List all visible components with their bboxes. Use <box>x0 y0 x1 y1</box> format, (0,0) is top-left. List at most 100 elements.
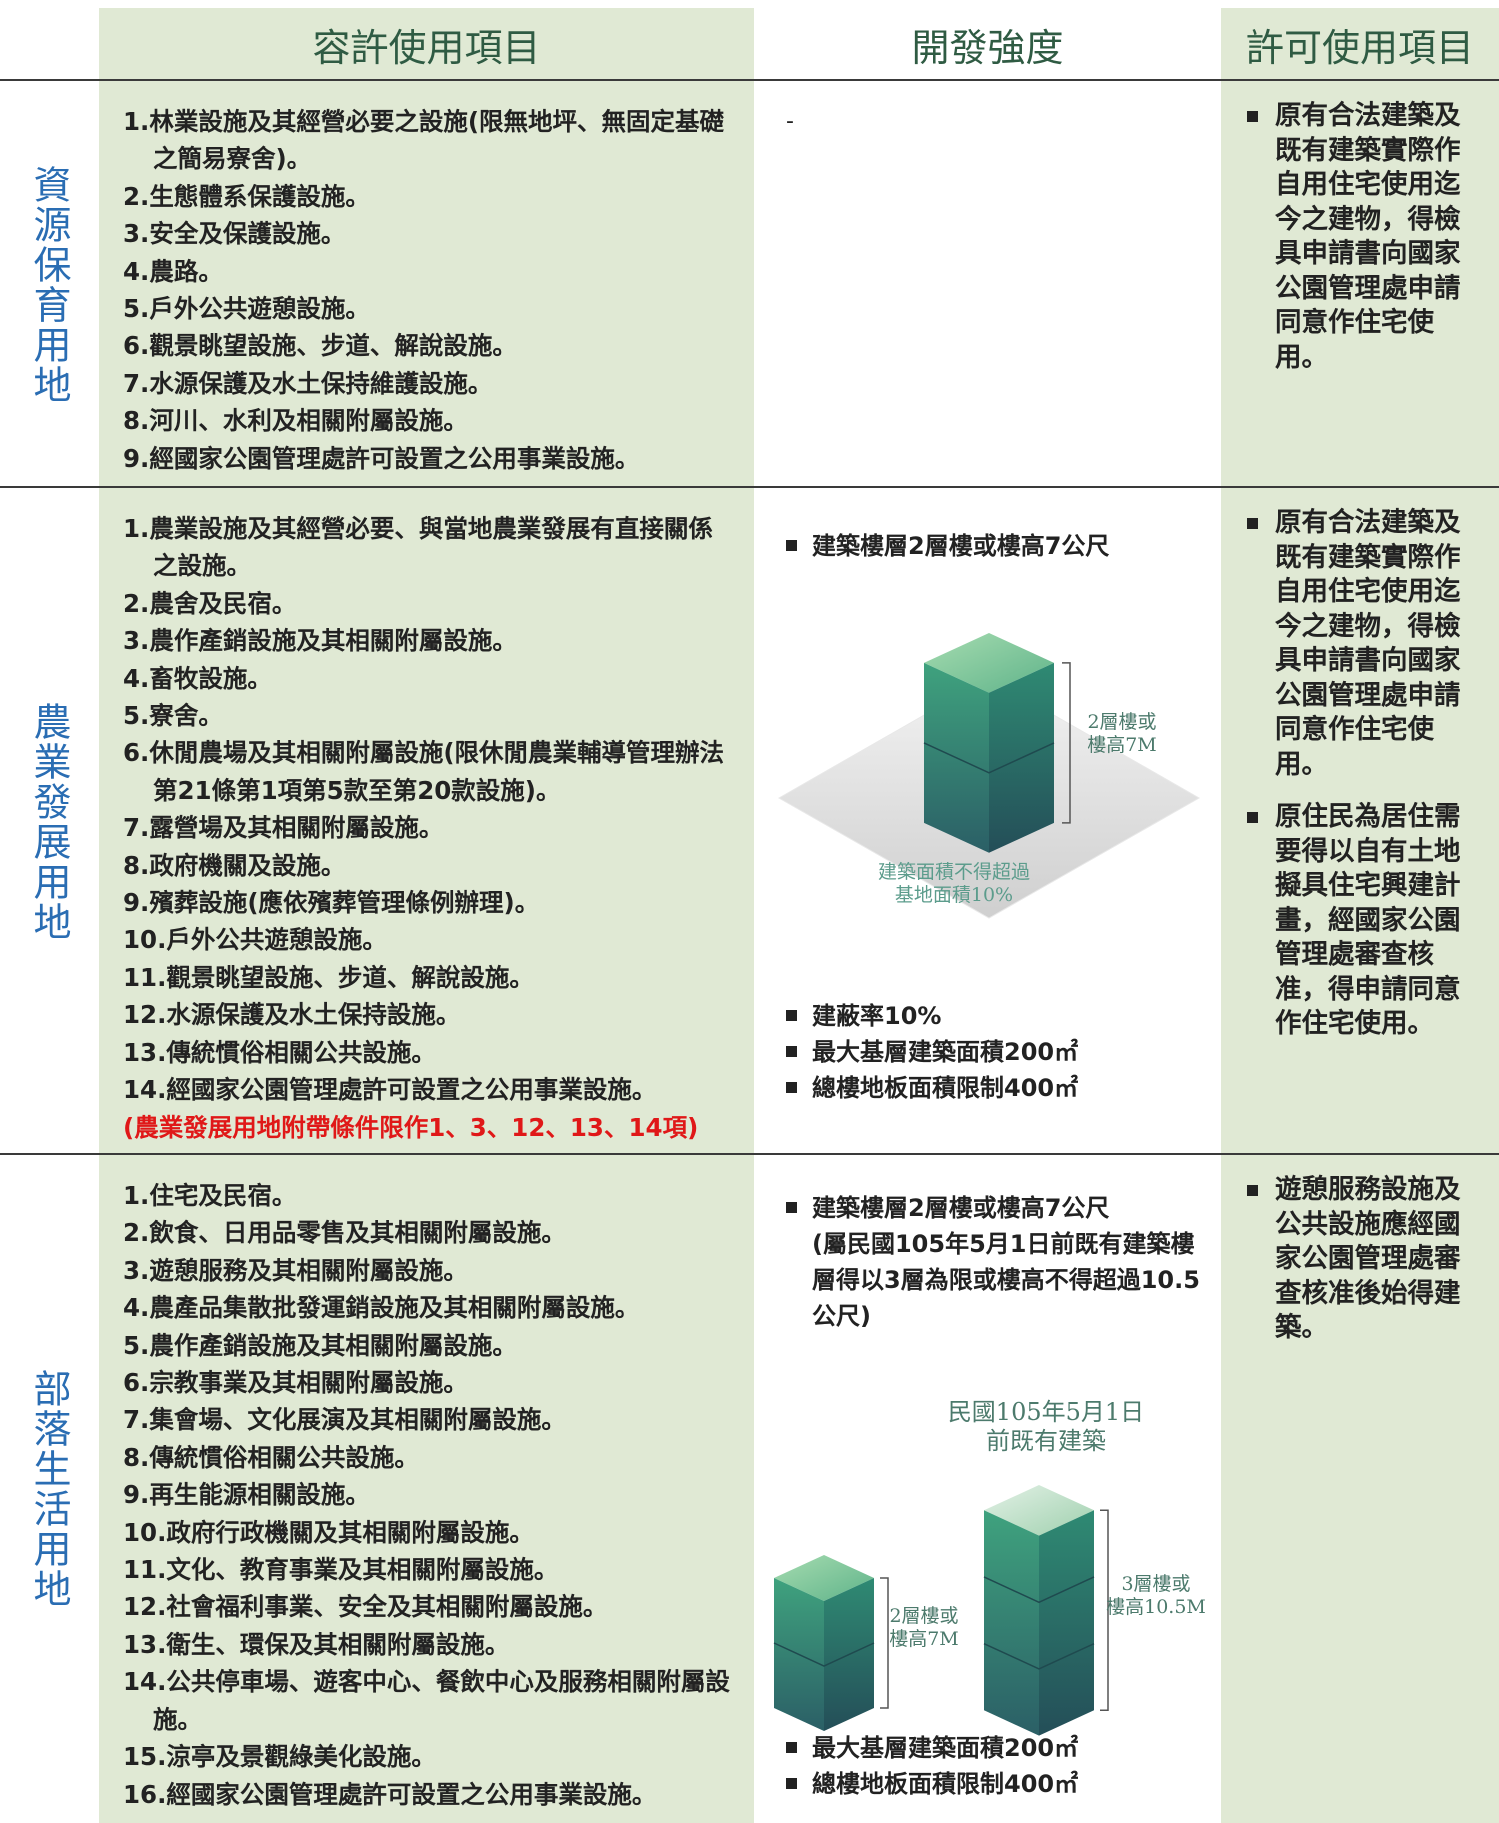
item: 2.飲食、日用品零售及其相關附屬設施。 <box>123 1218 566 1248</box>
intensity-note: (屬民國105年5月1日前既有建築樓層得以3層為限或樓高不得超過10.5公尺) <box>812 1230 1200 1330</box>
items-cell: 1.住宅及民宿。 2.飲食、日用品零售及其相關附屬設施。 3.遊憩服務及其相關附屬設… <box>99 1155 754 1823</box>
item: 1.農業設施及其經營必要、與當地農業發展有直接關係之設施。 <box>123 514 713 581</box>
item: 9.經國家公園管理處許可設置之公用事業設施。 <box>123 443 640 473</box>
permits-cell: 原有合法建築及既有建築實際作自用住宅使用迄今之建物，得檢具申請書向國家公園管理處… <box>1221 81 1499 488</box>
item: 10.政府行政機關及其相關附屬設施。 <box>123 1517 534 1547</box>
bullet-item: 總樓地板面積限制400㎡ <box>782 1070 1202 1106</box>
diagram-caption: 民國105年5月1日 <box>948 1398 1144 1426</box>
floor-line <box>983 1576 1095 1604</box>
item: 11.觀景眺望設施、步道、解說設施。 <box>123 962 534 992</box>
row-rule <box>0 1153 1499 1155</box>
item: 3.農作產銷設施及其相關附屬設施。 <box>123 626 517 656</box>
item: 14.經國家公園管理處許可設置之公用事業設施。 <box>123 1075 657 1105</box>
permits-cell: 遊憩服務設施及公共設施應經國家公園管理處審查核准後始得建築。 <box>1221 1155 1499 1823</box>
height-label: 2層樓或 <box>1087 711 1156 733</box>
bullet-square <box>786 1778 797 1789</box>
area-label: 建築面積不得超過 <box>878 861 1030 883</box>
item: 9.再生能源相關設施。 <box>123 1480 370 1510</box>
item: 7.露營場及其相關附屬設施。 <box>123 813 444 843</box>
diagram-caption: 前既有建築 <box>986 1427 1106 1455</box>
permit-text: 原有合法建築及既有建築實際作自用住宅使用迄今之建物，得檢具申請書向國家公園管理處… <box>1275 507 1461 780</box>
header-cell: 容許使用項目 <box>99 8 754 81</box>
bracket <box>1100 1509 1109 1712</box>
item: 5.寮舍。 <box>123 701 223 731</box>
permit-text: 遊憩服務設施及公共設施應經國家公園管理處審查核准後始得建築。 <box>1275 1174 1461 1343</box>
item: 2.生態體系保護設施。 <box>123 181 370 211</box>
bullet-item: 建築樓層2層樓或樓高7公尺 <box>782 528 1202 564</box>
item: 3.遊憩服務及其相關附屬設施。 <box>123 1255 468 1285</box>
permits-cell: 原有合法建築及既有建築實際作自用住宅使用迄今之建物，得檢具申請書向國家公園管理處… <box>1221 488 1499 1155</box>
cube-left <box>984 1510 1039 1736</box>
item: 12.水源保護及水土保持設施。 <box>123 1000 461 1030</box>
item: 12.社會福利事業、安全及其相關附屬設施。 <box>123 1592 608 1622</box>
bracket <box>1062 662 1071 824</box>
item: 6.宗教事業及其相關附屬設施。 <box>123 1368 468 1398</box>
bullet-square <box>786 1742 797 1753</box>
row-label: 資源保育用地 <box>27 164 71 405</box>
header-cell: 開發強度 <box>911 26 1064 70</box>
item: 2.農舍及民宿。 <box>123 588 297 618</box>
small-label: 2層樓或 <box>889 1605 958 1627</box>
item: 13.傳統慣俗相關公共設施。 <box>123 1037 436 1067</box>
bullet-square <box>786 1082 797 1093</box>
bullet-list: 建築樓層2層樓或樓高7公尺 (屬民國105年5月1日前既有建築樓層得以3層為限或樓… <box>782 1190 1202 1334</box>
item: 16.經國家公園管理處許可設置之公用事業設施。 <box>123 1779 657 1809</box>
bullet-item: 最大基層建築面積200㎡ <box>782 1034 1202 1070</box>
item: 8.河川、水利及相關附屬設施。 <box>123 406 468 436</box>
bullet-square <box>786 1202 797 1213</box>
bullet-square <box>786 1010 797 1021</box>
item: 7.水源保護及水土保持維護設施。 <box>123 368 493 398</box>
bullet-text: 最大基層建築面積200㎡ <box>812 1734 1079 1762</box>
item: 11.文化、教育事業及其相關附屬設施。 <box>123 1555 559 1585</box>
item: 13.衛生、環保及其相關附屬設施。 <box>123 1629 510 1659</box>
permit: 原住民為居住需要得以自有土地擬具住宅興建計畫，經國家公園管理處審查核准，得申請同… <box>1243 800 1477 1042</box>
bullet-list: 最大基層建築面積200㎡ 總樓地板面積限制400㎡ <box>782 1730 1202 1802</box>
item: 4.農產品集散批發運銷設施及其相關附屬設施。 <box>123 1293 640 1323</box>
bullet-text: 總樓地板面積限制400㎡ <box>812 1074 1079 1102</box>
item: 1.住宅及民宿。 <box>123 1181 297 1210</box>
items-cell: 1.林業設施及其經營必要之設施(限無地坪、無固定基礎之簡易寮舍)。 2.生態體系保… <box>99 81 754 488</box>
item: 14.公共停車場、遊客中心、餐飲中心及服務相關附屬設施。 <box>123 1667 730 1734</box>
bullet-item: 建築樓層2層樓或樓高7公尺 <box>782 1190 1202 1226</box>
item: 9.殯葬設施(應依殯葬管理條例辦理)。 <box>123 888 540 918</box>
bullet-square <box>1247 812 1258 823</box>
bracket <box>880 1577 889 1709</box>
floor-line <box>983 1642 1095 1670</box>
bullet-item: 最大基層建築面積200㎡ <box>782 1730 1202 1766</box>
floor-line <box>773 1642 875 1667</box>
item: 6.休閒農場及其相關附屬設施(限休閒農業輔導管理辦法第21條第1項第5款至第20… <box>123 738 725 805</box>
item: 5.農作產銷設施及其相關附屬設施。 <box>123 1330 517 1360</box>
row-label: 部落生活用地 <box>27 1369 71 1609</box>
permit: 原有合法建築及既有建築實際作自用住宅使用迄今之建物，得檢具申請書向國家公園管理處… <box>1243 506 1477 782</box>
item: 15.涼亭及景觀綠美化設施。 <box>123 1742 436 1772</box>
items-cell: 1.農業設施及其經營必要、與當地農業發展有直接關係之設施。 2.農舍及民宿。 3.農… <box>99 488 754 1155</box>
item: 8.政府機關及設施。 <box>123 850 346 880</box>
item: 3.安全及保護設施。 <box>123 219 346 249</box>
item: 1.林業設施及其經營必要之設施(限無地坪、無固定基礎之簡易寮舍)。 <box>123 107 725 174</box>
bullet-square <box>1247 1185 1258 1196</box>
bullet-text: 建築樓層2層樓或樓高7公尺 <box>812 532 1110 560</box>
bullet-list: 建築樓層2層樓或樓高7公尺 <box>782 528 1202 564</box>
cube-top <box>984 1485 1094 1536</box>
bullet-text: 總樓地板面積限制400㎡ <box>812 1770 1079 1798</box>
bullet-text: 建蔽率10% <box>812 1002 942 1030</box>
item: 4.農路。 <box>123 256 223 286</box>
item-note: (農業發展用地附帶條件限作1、3、12、13、14項) <box>123 1112 699 1142</box>
item: 10.戶外公共遊憩設施。 <box>123 925 387 955</box>
cube-right <box>1039 1510 1094 1736</box>
bullet-item: 總樓地板面積限制400㎡ <box>782 1766 1202 1802</box>
permit: 原有合法建築及既有建築實際作自用住宅使用迄今之建物，得檢具申請書向國家公園管理處… <box>1243 99 1477 375</box>
bullet-text: 建築樓層2層樓或樓高7公尺 <box>812 1194 1110 1222</box>
intensity-text: - <box>786 109 794 134</box>
large-label: 樓高10.5M <box>1106 1596 1206 1618</box>
intensity-cell: - <box>754 81 1221 488</box>
intensity-cell: 建築樓層2層樓或樓高7公尺 (屬民國105年5月1日前既有建築樓層得以3層為限或樓… <box>754 1155 1221 1823</box>
permit-text: 原有合法建築及既有建築實際作自用住宅使用迄今之建物，得檢具申請書向國家公園管理處… <box>1275 100 1461 373</box>
item: 4.畜牧設施。 <box>123 663 272 693</box>
row-rule <box>0 486 1499 488</box>
bullet-square <box>1247 518 1258 529</box>
